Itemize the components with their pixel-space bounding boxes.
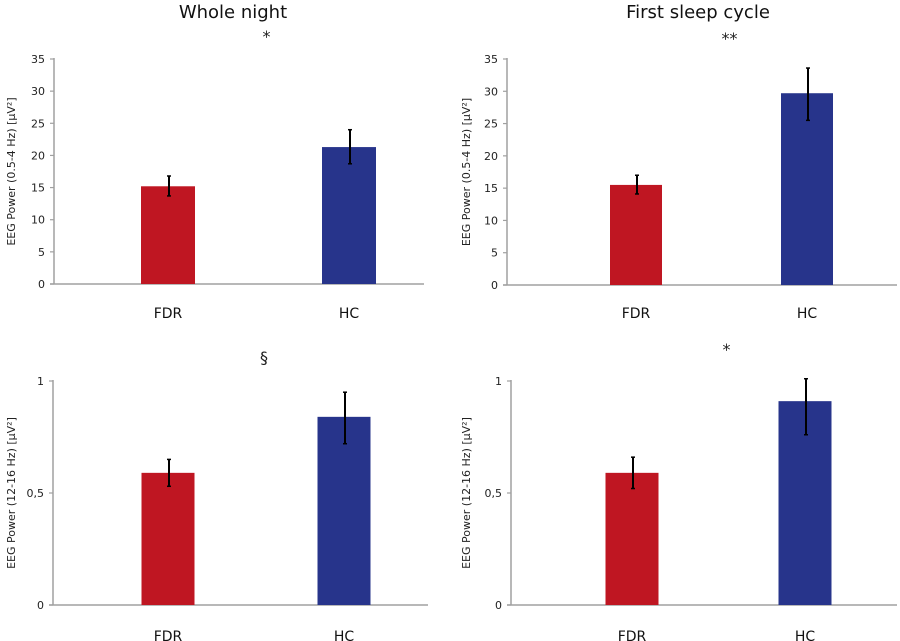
category-label-fdr: FDR bbox=[618, 629, 647, 641]
significance-marker: § bbox=[260, 348, 268, 367]
category-label-hc: HC bbox=[339, 306, 360, 320]
y-axis-label: EEG Power (0.5-4 Hz) [µV²] bbox=[460, 98, 473, 246]
y-axis-label: EEG Power (12-16 Hz) [µV²] bbox=[5, 417, 18, 569]
y-tick-label: 5 bbox=[38, 246, 45, 259]
significance-marker: * bbox=[263, 27, 271, 46]
y-tick-label: 0,5 bbox=[485, 487, 503, 500]
bar-hc bbox=[317, 416, 371, 605]
category-label-fdr: FDR bbox=[154, 306, 183, 320]
y-axis-label: EEG Power (12-16 Hz) [µV²] bbox=[460, 417, 473, 569]
bar-fdr bbox=[610, 184, 662, 285]
y-tick-label: 35 bbox=[484, 53, 498, 66]
significance-marker: * bbox=[723, 340, 731, 359]
column-title-first-sleep-cycle: First sleep cycle bbox=[626, 2, 770, 23]
y-tick-label: 30 bbox=[31, 85, 45, 98]
chart-whole-night-sigma: 0 0,5 1 EEG Power (12-16 Hz) [µV²] FDR HC § bbox=[5, 348, 428, 641]
y-tick-label: 15 bbox=[31, 182, 45, 195]
bar-fdr bbox=[141, 472, 195, 605]
y-tick-label: 0 bbox=[495, 599, 502, 612]
bar-fdr bbox=[605, 472, 659, 605]
y-tick-label: 30 bbox=[484, 85, 498, 98]
y-tick-label: 35 bbox=[31, 53, 45, 66]
bar-hc bbox=[322, 147, 376, 284]
category-label-hc: HC bbox=[334, 629, 355, 641]
bar-fdr bbox=[141, 186, 195, 284]
y-tick-label: 25 bbox=[484, 118, 498, 131]
chart-first-cycle-sigma: 0 0,5 1 EEG Power (12-16 Hz) [µV²] FDR HC * bbox=[460, 340, 897, 641]
y-tick-label: 15 bbox=[484, 182, 498, 195]
significance-marker: ** bbox=[722, 29, 738, 48]
y-tick-label: 10 bbox=[31, 214, 45, 227]
y-tick-label: 25 bbox=[31, 117, 45, 130]
column-title-whole-night: Whole night bbox=[178, 2, 288, 23]
y-tick-label: 1 bbox=[495, 375, 502, 388]
chart-first-cycle-delta: 0 5 10 15 20 25 30 35 EEG Power (0.5-4 Hz) [µV²]… bbox=[460, 29, 897, 320]
y-tick-label: 0 bbox=[37, 599, 44, 612]
y-tick-label: 1 bbox=[37, 375, 44, 388]
chart-whole-night-delta: 0 5 10 15 20 25 30 35 EEG Power (0.5-4 Hz) [µV²]… bbox=[5, 27, 424, 320]
y-tick-label: 0 bbox=[491, 279, 498, 292]
y-tick-label: 20 bbox=[31, 149, 45, 162]
y-tick-label: 0 bbox=[38, 278, 45, 291]
y-axis-label: EEG Power (0.5-4 Hz) [µV²] bbox=[5, 97, 18, 245]
bar-hc bbox=[781, 93, 833, 285]
y-tick-label: 20 bbox=[484, 150, 498, 163]
y-tick-label: 10 bbox=[484, 214, 498, 227]
category-label-fdr: FDR bbox=[154, 629, 183, 641]
category-label-hc: HC bbox=[795, 629, 816, 641]
category-label-fdr: FDR bbox=[622, 306, 651, 320]
y-tick-label: 0,5 bbox=[27, 487, 45, 500]
y-tick-label: 5 bbox=[491, 247, 498, 260]
category-label-hc: HC bbox=[797, 306, 818, 320]
